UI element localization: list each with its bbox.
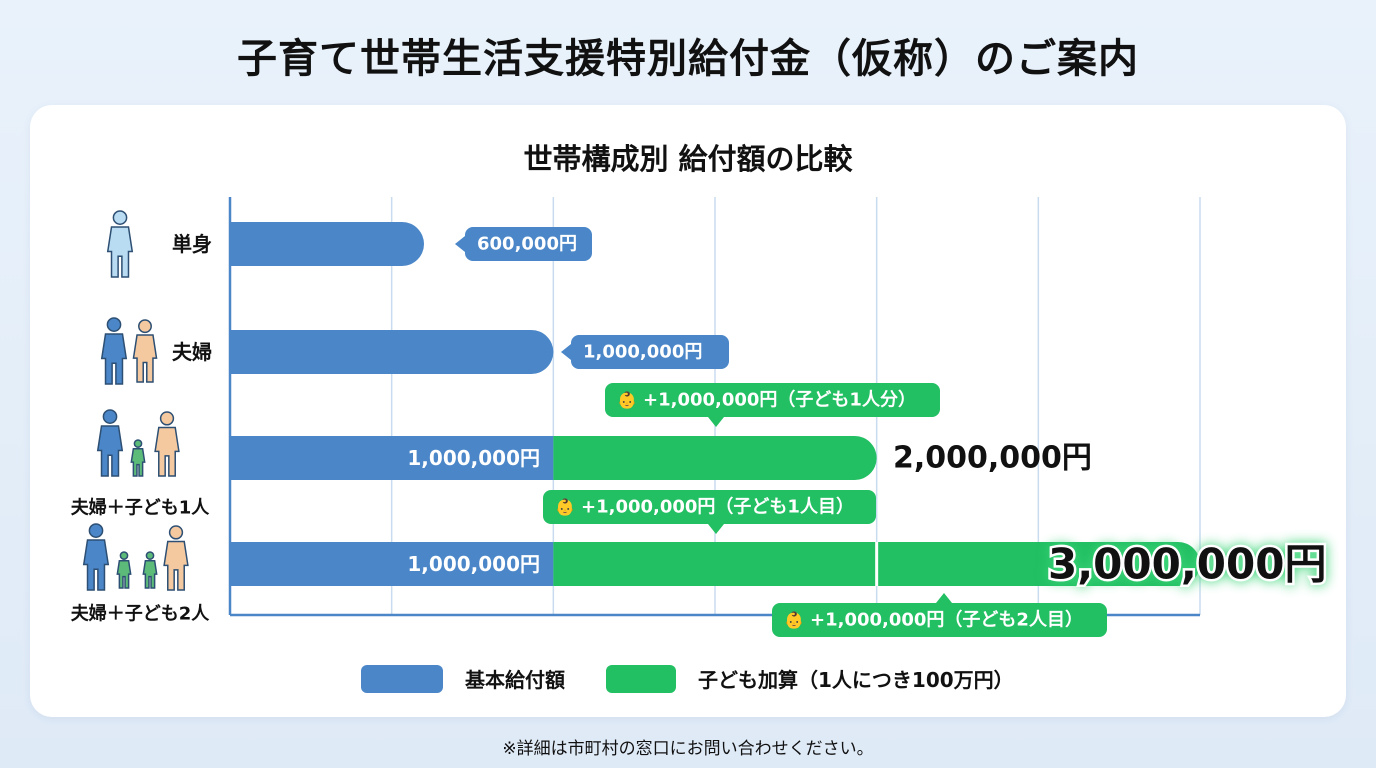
value-label-couple-box xyxy=(571,335,729,369)
child-addition-label-box xyxy=(605,383,940,417)
bar-base xyxy=(230,222,424,266)
person-figure-body xyxy=(106,226,134,278)
person-figure xyxy=(142,551,158,589)
legend-label-child: 子ども加算（1人につき100万円） xyxy=(698,668,1014,692)
person-figure xyxy=(100,317,128,385)
value-label-single-pointer xyxy=(455,236,465,252)
total-label-family2: 3,000,000円 xyxy=(1048,540,1326,589)
legend-swatch-base xyxy=(361,664,443,693)
person-figure-head xyxy=(106,317,122,332)
child-addition-label-pointer xyxy=(708,524,724,534)
baby-icon: 👶 xyxy=(617,391,637,410)
category-label: 夫婦＋子ども1人 xyxy=(71,497,211,519)
value-label-single-text: 600,000円 xyxy=(477,234,577,255)
bar-base xyxy=(230,436,554,480)
child-addition-label-pointer xyxy=(936,593,952,603)
person-figure xyxy=(82,523,110,591)
value-label-couple-pointer xyxy=(561,344,571,360)
baby-icon: 👶 xyxy=(555,498,575,517)
person-figure xyxy=(132,319,158,383)
category-label: 夫婦＋子ども2人 xyxy=(71,603,211,625)
person-figure-body xyxy=(132,334,158,383)
person-figure xyxy=(130,439,146,477)
couple-icon xyxy=(100,317,158,385)
person-figure-head xyxy=(168,525,184,540)
person-figure-body xyxy=(82,539,110,591)
chart-title: 世帯構成別 給付額の比較 xyxy=(523,142,853,176)
person-figure-body xyxy=(96,425,124,477)
person-figure-head xyxy=(145,551,155,560)
person-figure-head xyxy=(138,319,152,334)
bar-base-label: 1,000,000円 xyxy=(407,552,540,576)
person-figure xyxy=(106,210,134,278)
child-addition-label xyxy=(543,490,876,534)
single-person-icon xyxy=(106,210,134,278)
person-figure-head xyxy=(112,210,128,225)
family-one-child-icon xyxy=(96,409,180,477)
category-label: 夫婦 xyxy=(172,340,212,364)
legend-item-base: 基本給付額 xyxy=(361,664,565,693)
baby-icon: 👶 xyxy=(784,611,804,630)
person-figure-body xyxy=(163,540,189,591)
person-figure-head xyxy=(119,551,129,560)
legend-label-base: 基本給付額 xyxy=(465,668,565,692)
person-figure xyxy=(163,525,189,591)
child-addition-label-pointer xyxy=(708,417,724,427)
child-addition-label-text: +1,000,000円（子ども1人目） xyxy=(581,497,854,518)
value-label-couple-text: 1,000,000円 xyxy=(583,342,702,363)
total-label-family1: 2,000,000円 xyxy=(893,441,1092,476)
child-addition-label xyxy=(772,593,1107,637)
child-addition-label-box xyxy=(772,603,1107,637)
person-figure-head xyxy=(102,409,118,424)
value-label-single-box xyxy=(465,227,592,261)
bar-base-label: 1,000,000円 xyxy=(407,446,540,470)
bar-base xyxy=(230,330,554,374)
bar-child-addition xyxy=(553,436,877,480)
person-figure-body xyxy=(130,447,146,477)
legend-item-child: 子ども加算（1人につき100万円） xyxy=(606,664,1014,693)
person-figure-body xyxy=(116,559,132,589)
value-label-single xyxy=(455,227,592,261)
person-figure xyxy=(154,411,180,477)
person-figure-head xyxy=(88,523,104,538)
person-figure xyxy=(116,551,132,589)
family-two-children-icon xyxy=(82,523,189,591)
person-figure-body xyxy=(142,559,158,589)
category-label: 単身 xyxy=(172,232,212,256)
page-title: 子育て世帯生活支援特別給付金（仮称）のご案内 xyxy=(237,36,1139,82)
value-label-couple xyxy=(561,335,729,369)
person-figure-head xyxy=(159,411,175,426)
footnote: ※詳細は市町村の窓口にお問い合わせください。 xyxy=(502,739,874,759)
bar-base xyxy=(230,542,554,586)
person-figure xyxy=(96,409,124,477)
child-addition-label xyxy=(605,383,940,427)
child-addition-label-box xyxy=(543,490,876,524)
person-figure-body xyxy=(154,426,180,477)
child-addition-label-text: +1,000,000円（子ども2人目） xyxy=(810,610,1083,631)
child-addition-label-text: +1,000,000円（子ども1人分） xyxy=(643,390,916,411)
person-figure-head xyxy=(133,439,143,448)
legend-swatch-child xyxy=(606,664,676,693)
person-figure-body xyxy=(100,333,128,385)
